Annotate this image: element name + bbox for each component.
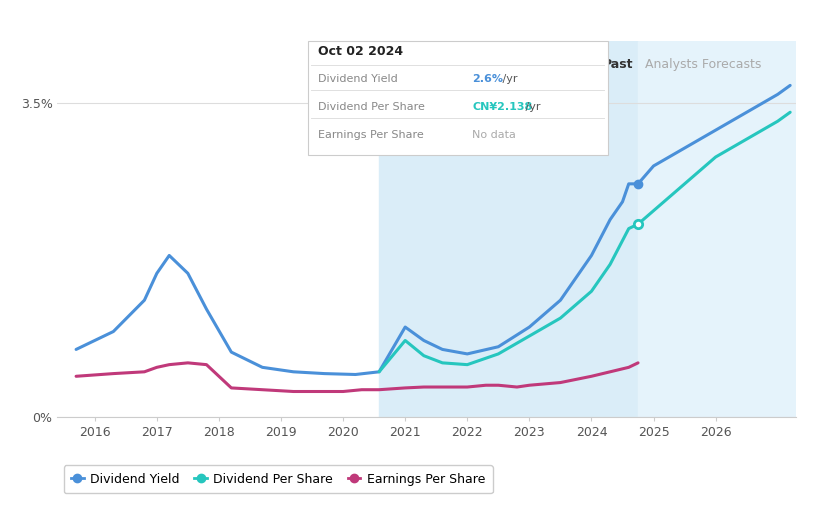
Bar bbox=[638, 41, 796, 417]
Text: Oct 02 2024: Oct 02 2024 bbox=[318, 45, 403, 58]
Text: Past: Past bbox=[603, 57, 633, 71]
Text: No data: No data bbox=[472, 130, 516, 140]
Text: Analysts Forecasts: Analysts Forecasts bbox=[645, 57, 762, 71]
Text: Dividend Yield: Dividend Yield bbox=[318, 74, 397, 84]
Bar bbox=[379, 41, 638, 417]
Legend: Dividend Yield, Dividend Per Share, Earnings Per Share: Dividend Yield, Dividend Per Share, Earn… bbox=[64, 465, 493, 493]
Text: CN¥2.138: CN¥2.138 bbox=[472, 102, 532, 112]
Text: /yr: /yr bbox=[499, 74, 518, 84]
Text: Dividend Per Share: Dividend Per Share bbox=[318, 102, 424, 112]
Text: Earnings Per Share: Earnings Per Share bbox=[318, 130, 424, 140]
Text: 2.6%: 2.6% bbox=[472, 74, 503, 84]
Text: /yr: /yr bbox=[522, 102, 541, 112]
